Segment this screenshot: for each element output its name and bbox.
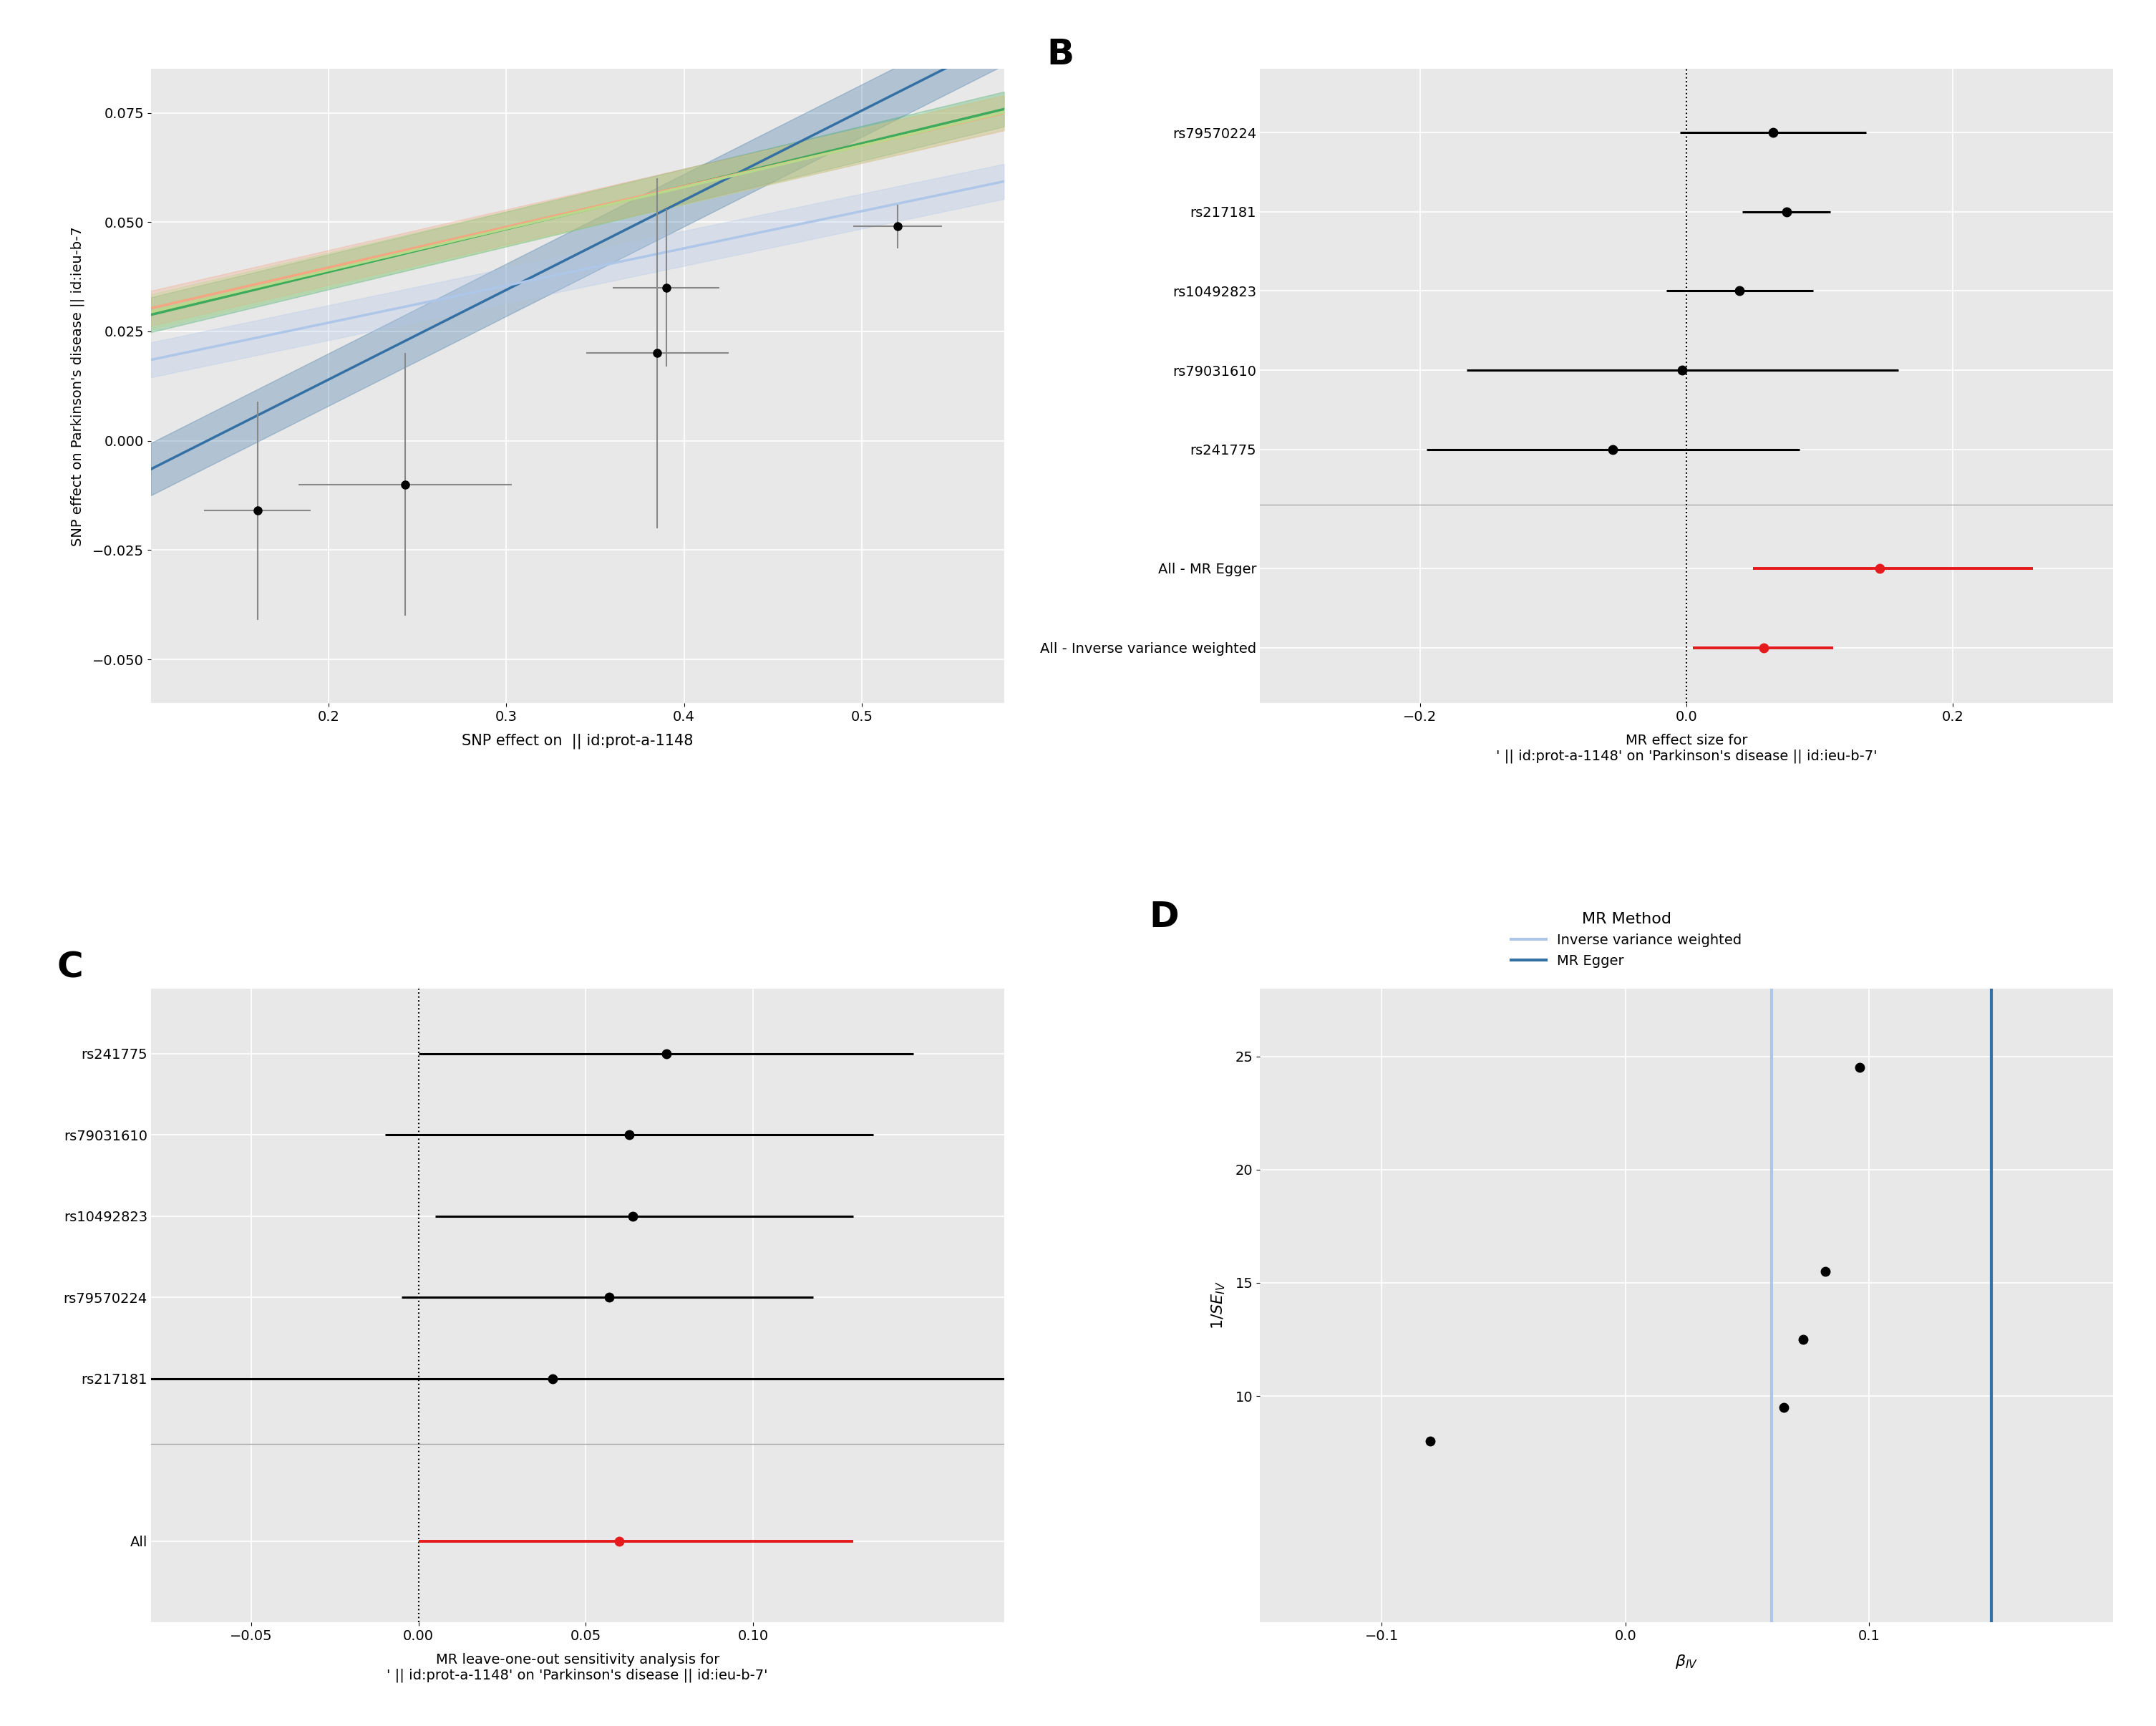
X-axis label: SNP effect on  || id:prot-a-1148: SNP effect on || id:prot-a-1148	[461, 734, 694, 749]
Text: C: C	[56, 951, 84, 986]
Legend: Inverse variance weighted, MR Egger: Inverse variance weighted, MR Egger	[1505, 906, 1749, 973]
Y-axis label: $1/SE_{IV}$: $1/SE_{IV}$	[1210, 1281, 1227, 1329]
X-axis label: MR effect size for
' || id:prot-a-1148' on 'Parkinson's disease || id:ieu-b-7': MR effect size for ' || id:prot-a-1148' …	[1496, 734, 1878, 763]
X-axis label: MR leave-one-out sensitivity analysis for
' || id:prot-a-1148' on 'Parkinson's d: MR leave-one-out sensitivity analysis fo…	[386, 1654, 768, 1683]
Y-axis label: SNP effect on Parkinson's disease || id:ieu-b-7: SNP effect on Parkinson's disease || id:…	[71, 226, 84, 545]
Text: D: D	[1149, 899, 1179, 934]
Text: B: B	[1046, 38, 1074, 72]
X-axis label: $\beta_{IV}$: $\beta_{IV}$	[1675, 1654, 1699, 1671]
